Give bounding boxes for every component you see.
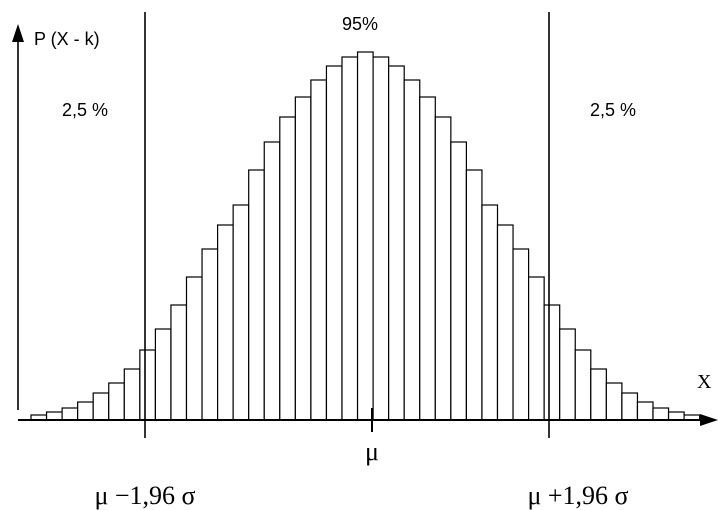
histogram-bar [45, 411, 63, 421]
histogram-bar [310, 79, 328, 421]
histogram-bar [636, 401, 654, 421]
x-axis-arrowhead [700, 414, 718, 426]
lower-bound-label: μ −1,96 σ [94, 481, 195, 510]
histogram-bar [294, 96, 312, 421]
histogram-bar [263, 141, 281, 421]
histogram-bar [77, 401, 94, 421]
histogram-bar [372, 56, 390, 421]
histogram-bar [621, 392, 639, 421]
histogram-bar [61, 407, 79, 421]
histogram-bar [574, 349, 592, 421]
mean-label: μ [365, 437, 379, 466]
histogram-bar [590, 368, 607, 421]
histogram-bar [185, 276, 203, 421]
histogram-bar [543, 304, 561, 421]
histogram-bar [248, 169, 265, 421]
histogram-bar [403, 79, 421, 421]
histogram-bar [605, 382, 623, 421]
histogram-bar [92, 392, 110, 421]
center-percent-label: 95% [342, 14, 378, 34]
histogram-bar [465, 169, 483, 421]
histogram-bar [527, 276, 545, 421]
histogram-bar [512, 248, 530, 421]
histogram-bar [279, 116, 296, 421]
histogram-bar [232, 204, 250, 421]
histogram-bar [419, 96, 436, 421]
histogram-bar [667, 411, 685, 421]
histogram-bar [434, 116, 452, 421]
histogram-bar [325, 65, 343, 421]
histogram-bar [388, 65, 405, 421]
histogram-bar [450, 141, 468, 421]
histogram-bars [30, 51, 701, 421]
right-tail-percent-label: 2,5 % [590, 100, 636, 120]
histogram-bar [356, 51, 374, 421]
y-axis-label: P (X - k) [34, 29, 100, 49]
x-axis-label: X [697, 371, 712, 393]
histogram-bar [481, 204, 499, 421]
histogram-bar [559, 328, 576, 421]
histogram-bar [201, 248, 219, 421]
histogram-bar [123, 368, 141, 421]
upper-bound-label: μ +1,96 σ [527, 481, 628, 510]
histogram-bar [108, 382, 125, 421]
histogram-bar [652, 407, 670, 421]
histogram-bar [139, 349, 157, 421]
left-tail-percent-label: 2,5 % [62, 100, 108, 120]
histogram-bar [154, 328, 172, 421]
histogram-bar [217, 224, 234, 421]
histogram-bar [496, 224, 514, 421]
histogram-bar [341, 56, 359, 421]
y-axis-arrowhead [12, 24, 24, 42]
histogram-bar [170, 304, 188, 421]
